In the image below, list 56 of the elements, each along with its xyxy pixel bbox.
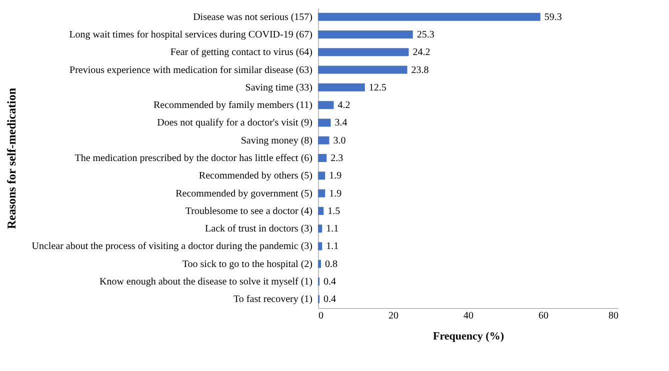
data-label: 24.2 (412, 47, 430, 58)
y-axis-title: Reasons for self-medication (4, 88, 18, 230)
bar (318, 242, 322, 250)
y-tick-label: Unclear about the process of visiting a doctor during the pandemic (3) (32, 241, 312, 252)
bar (318, 154, 327, 162)
y-tick-label: Recommended by others (5) (198, 170, 312, 182)
data-label: 2.3 (330, 153, 344, 164)
bar (318, 172, 326, 180)
data-label: 1.1 (326, 241, 339, 252)
y-tick-label: Recommended by government (5) (176, 188, 312, 200)
data-label: 25.3 (416, 29, 434, 40)
y-tick-label: To fast recovery (1) (234, 294, 312, 306)
bar (318, 101, 334, 110)
bar (318, 224, 322, 233)
bar (318, 189, 326, 198)
y-tick-label: Saving time (33) (245, 82, 312, 94)
bar (318, 48, 409, 56)
data-label: 1.1 (326, 224, 339, 235)
y-tick-label: Disease was not serious (157) (193, 12, 312, 23)
data-label: 1.5 (328, 206, 340, 217)
bar (318, 30, 413, 38)
bar (318, 206, 324, 215)
bar (318, 12, 540, 21)
data-label: 0.4 (324, 294, 336, 306)
bar (318, 260, 321, 268)
data-label: 0.4 (324, 276, 336, 288)
data-label: 4.2 (338, 100, 350, 112)
y-tick-label: Long wait times for hospital services during COVID-19 (67) (69, 29, 312, 40)
data-label: 23.8 (411, 64, 429, 76)
data-label: 59.3 (544, 12, 562, 23)
y-tick-label: Fear of getting contact to virus (64) (170, 47, 312, 58)
bar (318, 118, 331, 127)
y-tick-label: Troublesome to see a doctor (4) (185, 206, 312, 217)
data-label: 0.8 (325, 258, 338, 270)
x-tick-label: 0 (318, 310, 324, 322)
x-tick-label: 60 (538, 310, 548, 322)
data-label: 1.9 (329, 188, 342, 200)
data-label: 1.9 (329, 170, 342, 182)
bar (318, 66, 408, 74)
data-label: 3.4 (334, 118, 348, 129)
y-tick-label: Recommended by family members (11) (153, 100, 312, 112)
x-tick-label: 20 (388, 310, 398, 322)
x-axis-title: Frequency (%) (433, 330, 504, 342)
data-label: 3.0 (333, 135, 346, 146)
x-tick-label: 40 (464, 310, 474, 322)
y-tick-label: Previous experience with medication for similar disease (63) (70, 64, 312, 76)
y-tick-label: Lack of trust in doctors (3) (205, 224, 312, 235)
bar (318, 136, 330, 144)
y-tick-label: Does not qualify for a doctor's visit (9) (157, 118, 312, 129)
y-tick-label: The medication prescribed by the doctor has little effect (6) (74, 153, 312, 164)
x-tick-label: 80 (608, 310, 618, 322)
y-tick-label: Too sick to go to the hospital (2) (182, 258, 312, 270)
y-tick-label: Saving money (8) (240, 135, 312, 146)
bar (318, 83, 365, 92)
y-tick-label: Know enough about the disease to solve it myself (1) (99, 276, 312, 288)
data-label: 12.5 (368, 82, 386, 94)
